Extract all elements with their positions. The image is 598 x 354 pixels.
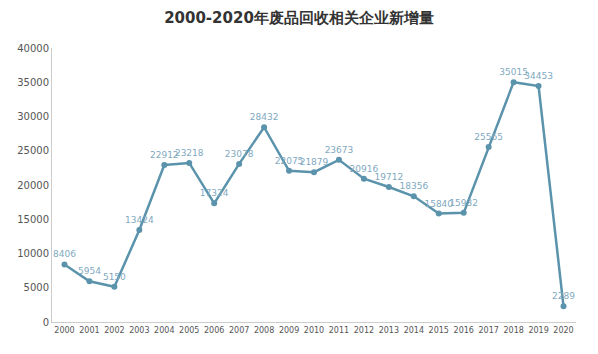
svg-text:2001: 2001 [79, 326, 99, 335]
svg-text:17324: 17324 [200, 188, 229, 198]
svg-text:2000: 2000 [54, 326, 74, 335]
svg-text:2002: 2002 [104, 326, 124, 335]
svg-text:20000: 20000 [17, 180, 49, 191]
svg-text:34453: 34453 [524, 71, 553, 81]
svg-text:2289: 2289 [552, 291, 575, 301]
svg-text:13424: 13424 [125, 215, 154, 225]
svg-text:40000: 40000 [17, 43, 49, 54]
svg-text:2017: 2017 [478, 326, 498, 335]
svg-text:2005: 2005 [179, 326, 199, 335]
svg-text:5954: 5954 [78, 266, 101, 276]
svg-text:2011: 2011 [329, 326, 349, 335]
svg-text:2009: 2009 [279, 326, 299, 335]
svg-text:25565: 25565 [474, 132, 503, 142]
svg-text:19712: 19712 [375, 172, 404, 182]
svg-text:25000: 25000 [17, 145, 49, 156]
svg-text:30000: 30000 [17, 111, 49, 122]
svg-text:21879: 21879 [300, 157, 329, 167]
svg-text:15000: 15000 [17, 214, 49, 225]
svg-text:2015: 2015 [429, 326, 449, 335]
svg-text:23673: 23673 [325, 145, 354, 155]
svg-text:8406: 8406 [53, 249, 76, 259]
svg-text:0: 0 [43, 317, 49, 328]
svg-text:28432: 28432 [250, 112, 279, 122]
svg-text:23218: 23218 [175, 148, 204, 158]
svg-text:2003: 2003 [129, 326, 149, 335]
svg-text:15840: 15840 [424, 199, 453, 209]
svg-text:10000: 10000 [17, 248, 49, 259]
svg-text:2014: 2014 [404, 326, 424, 335]
svg-text:2010: 2010 [304, 326, 324, 335]
svg-text:23078: 23078 [225, 149, 254, 159]
svg-text:2006: 2006 [204, 326, 224, 335]
svg-text:2012: 2012 [354, 326, 374, 335]
svg-text:2004: 2004 [154, 326, 174, 335]
svg-text:20916: 20916 [350, 164, 379, 174]
svg-text:5150: 5150 [103, 272, 126, 282]
svg-text:2008: 2008 [254, 326, 274, 335]
svg-text:2016: 2016 [454, 326, 474, 335]
svg-text:2019: 2019 [528, 326, 548, 335]
svg-text:18356: 18356 [399, 181, 428, 191]
svg-text:2018: 2018 [503, 326, 523, 335]
svg-text:2020: 2020 [553, 326, 573, 335]
svg-text:2000-2020年废品回收相关企业新增量: 2000-2020年废品回收相关企业新增量 [164, 9, 434, 27]
svg-text:22912: 22912 [150, 150, 179, 160]
svg-text:2007: 2007 [229, 326, 249, 335]
svg-text:5000: 5000 [24, 282, 49, 293]
svg-text:22075: 22075 [275, 156, 304, 166]
svg-text:15932: 15932 [449, 198, 478, 208]
svg-text:35000: 35000 [17, 77, 49, 88]
svg-text:2013: 2013 [379, 326, 399, 335]
svg-text:35015: 35015 [499, 67, 528, 77]
